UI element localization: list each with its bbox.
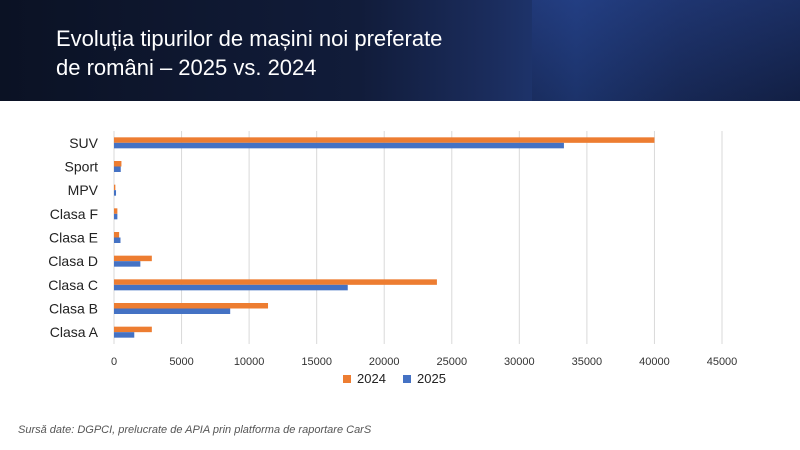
legend-swatch-2024 [343, 375, 351, 383]
chart-legend: 2024 2025 [343, 371, 446, 386]
x-tick-label: 25000 [436, 356, 467, 368]
bar-2025-clasa-e [114, 237, 121, 243]
legend-label-2024: 2024 [357, 371, 386, 386]
bar-2025-clasa-c [114, 284, 348, 291]
bar-2024-mpv [114, 184, 116, 191]
page-title: Evoluția tipurilor de mașini noi prefera… [56, 26, 443, 80]
x-tick-label: 30000 [504, 356, 535, 368]
x-tick-label: 0 [111, 356, 117, 368]
category-label: Clasa C [48, 277, 98, 293]
bar-2024-clasa-b [114, 303, 269, 309]
bar-2025-mpv [114, 190, 117, 196]
category-label: Clasa E [49, 230, 98, 246]
bar-2025-suv [114, 142, 564, 149]
source-note: Sursă date: DGPCI, prelucrate de APIA pr… [18, 424, 372, 436]
x-tick-label: 10000 [234, 356, 265, 368]
x-tick-label: 45000 [707, 356, 738, 368]
x-tick-label: 15000 [301, 356, 332, 368]
category-label: Clasa D [48, 253, 98, 269]
header-shade [532, 0, 800, 101]
x-tick-label: 20000 [369, 356, 400, 368]
x-tick-label: 35000 [572, 356, 603, 368]
chart-bars [114, 137, 655, 338]
x-tick-label: 5000 [169, 356, 193, 368]
header-banner: Evoluția tipurilor de mașini noi prefera… [0, 0, 800, 101]
bar-2024-clasa-d [114, 255, 152, 262]
bar-2025-sport [114, 166, 121, 172]
legend-label-2025: 2025 [417, 371, 446, 386]
category-label: Clasa F [50, 206, 98, 222]
chart-grid [113, 131, 723, 344]
bar-2025-clasa-b [114, 308, 231, 314]
bar-2025-clasa-a [114, 332, 135, 338]
bar-2025-clasa-f [114, 213, 118, 220]
bar-2024-suv [114, 137, 655, 143]
category-labels: SUV Sport MPV Clasa F Clasa E Clasa D Clasa C C… [48, 135, 98, 340]
x-axis-ticks: 0 5000 10000 15000 20000 25000 30000 35000 40000… [111, 356, 737, 368]
bar-2024-sport [114, 161, 122, 167]
bar-2025-clasa-d [114, 261, 141, 267]
x-tick-label: 40000 [639, 356, 670, 368]
bar-2024-clasa-a [114, 326, 152, 333]
category-label: SUV [69, 135, 98, 151]
bar-chart: SUV Sport MPV Clasa F Clasa E Clasa D Clasa C C… [48, 131, 737, 386]
bar-2024-clasa-e [114, 232, 120, 238]
legend-swatch-2025 [403, 375, 411, 383]
category-label: Clasa B [49, 301, 98, 317]
category-label: MPV [68, 182, 99, 198]
bar-2024-clasa-c [114, 279, 437, 285]
category-label: Sport [65, 159, 99, 175]
bar-2024-clasa-f [114, 208, 118, 214]
category-label: Clasa A [50, 324, 99, 340]
